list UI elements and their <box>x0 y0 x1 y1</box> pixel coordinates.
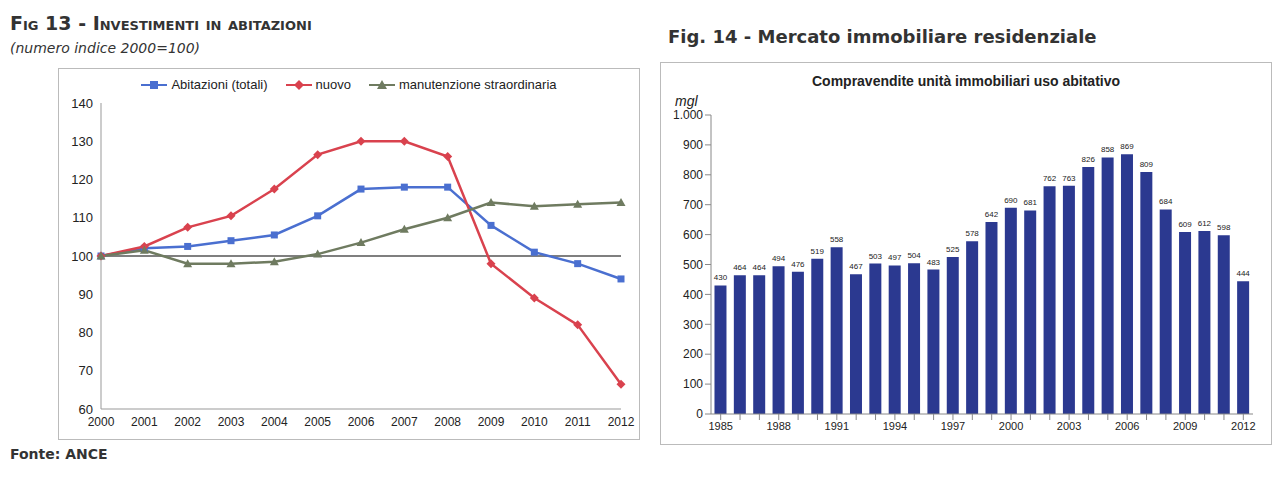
svg-text:200: 200 <box>683 347 703 361</box>
html-text:Compravendite unità immobiliar: Compravendite unità immobiliari uso abit… <box>812 73 1120 89</box>
svg-text:110: 110 <box>72 210 93 225</box>
html-text:(numero indice 2000=100): (numero indice 2000=100) <box>10 40 201 56</box>
html-text:mgl: mgl <box>675 93 698 109</box>
svg-text:0: 0 <box>696 407 703 421</box>
svg-text:2011: 2011 <box>565 415 591 429</box>
svg-text:612: 612 <box>1198 219 1212 228</box>
svg-text:444: 444 <box>1236 269 1250 278</box>
html-text:Fonte: ANCE: Fonte: ANCE <box>10 446 108 462</box>
svg-text:2008: 2008 <box>434 415 461 429</box>
svg-text:681: 681 <box>1024 198 1038 207</box>
svg-text:494: 494 <box>772 254 786 263</box>
svg-text:504: 504 <box>907 251 921 260</box>
svg-text:120: 120 <box>71 172 93 187</box>
svg-text:1991: 1991 <box>825 420 849 432</box>
svg-text:609: 609 <box>1178 220 1192 229</box>
svg-text:2012: 2012 <box>608 415 635 429</box>
svg-text:1997: 1997 <box>941 420 965 432</box>
svg-text:800: 800 <box>683 168 703 182</box>
svg-text:762: 762 <box>1043 174 1057 183</box>
svg-text:430: 430 <box>714 273 728 282</box>
svg-text:464: 464 <box>753 263 767 272</box>
html-text:manutenzione straordinaria: manutenzione straordinaria <box>399 77 557 92</box>
svg-text:558: 558 <box>830 235 844 244</box>
svg-text:100: 100 <box>71 249 93 264</box>
svg-text:476: 476 <box>791 260 805 269</box>
svg-text:2003: 2003 <box>1057 420 1081 432</box>
svg-text:503: 503 <box>869 252 883 261</box>
html-text:nuovo: nuovo <box>315 77 351 92</box>
svg-text:2000: 2000 <box>87 414 115 429</box>
svg-text:70: 70 <box>79 363 93 378</box>
svg-text:519: 519 <box>811 247 825 256</box>
svg-text:464: 464 <box>733 263 747 272</box>
svg-text:2000: 2000 <box>999 420 1023 432</box>
svg-text:690: 690 <box>1004 196 1018 205</box>
svg-text:809: 809 <box>1140 160 1154 169</box>
svg-text:467: 467 <box>849 262 863 271</box>
svg-text:763: 763 <box>1062 174 1076 183</box>
svg-text:598: 598 <box>1217 223 1231 232</box>
svg-text:2005: 2005 <box>304 415 331 429</box>
svg-text:2003: 2003 <box>218 415 245 429</box>
svg-text:2009: 2009 <box>478 415 505 429</box>
svg-text:826: 826 <box>1082 155 1096 164</box>
svg-text:1994: 1994 <box>883 420 907 432</box>
svg-text:2009: 2009 <box>1173 420 1197 432</box>
svg-text:578: 578 <box>965 229 979 238</box>
svg-text:483: 483 <box>927 258 941 267</box>
svg-text:130: 130 <box>71 134 93 149</box>
svg-text:500: 500 <box>683 258 703 272</box>
html-text:Abitazioni (totali): Abitazioni (totali) <box>171 77 268 92</box>
svg-text:497: 497 <box>888 253 902 262</box>
html-text:Fig 13 - Investimenti in abita: Fig 13 - Investimenti in abitazioni <box>10 12 312 34</box>
svg-text:1988: 1988 <box>767 420 791 432</box>
svg-text:2006: 2006 <box>1115 420 1139 432</box>
svg-text:700: 700 <box>683 198 703 212</box>
svg-text:2002: 2002 <box>174 415 201 429</box>
svg-text:400: 400 <box>683 288 703 302</box>
svg-text:900: 900 <box>683 138 703 152</box>
svg-text:2001: 2001 <box>131 415 158 429</box>
svg-text:600: 600 <box>683 228 703 242</box>
svg-text:1985: 1985 <box>708 420 732 432</box>
svg-text:869: 869 <box>1120 142 1134 151</box>
svg-text:2007: 2007 <box>391 415 418 429</box>
svg-text:2010: 2010 <box>521 415 548 429</box>
svg-text:684: 684 <box>1159 197 1173 206</box>
svg-text:525: 525 <box>946 245 960 254</box>
svg-text:2012: 2012 <box>1231 420 1255 432</box>
svg-text:100: 100 <box>683 377 703 391</box>
svg-text:90: 90 <box>79 287 93 302</box>
svg-text:2006: 2006 <box>348 415 375 429</box>
svg-text:1.000: 1.000 <box>673 108 703 122</box>
svg-text:642: 642 <box>985 210 999 219</box>
svg-text:858: 858 <box>1101 145 1115 154</box>
html-text:Fig. 14 - Mercato immobiliare: Fig. 14 - Mercato immobiliare residenzia… <box>668 26 1097 47</box>
svg-text:140: 140 <box>71 96 93 111</box>
svg-text:300: 300 <box>683 318 703 332</box>
svg-text:60: 60 <box>79 402 93 417</box>
svg-text:80: 80 <box>79 325 93 340</box>
svg-text:2004: 2004 <box>261 415 288 429</box>
